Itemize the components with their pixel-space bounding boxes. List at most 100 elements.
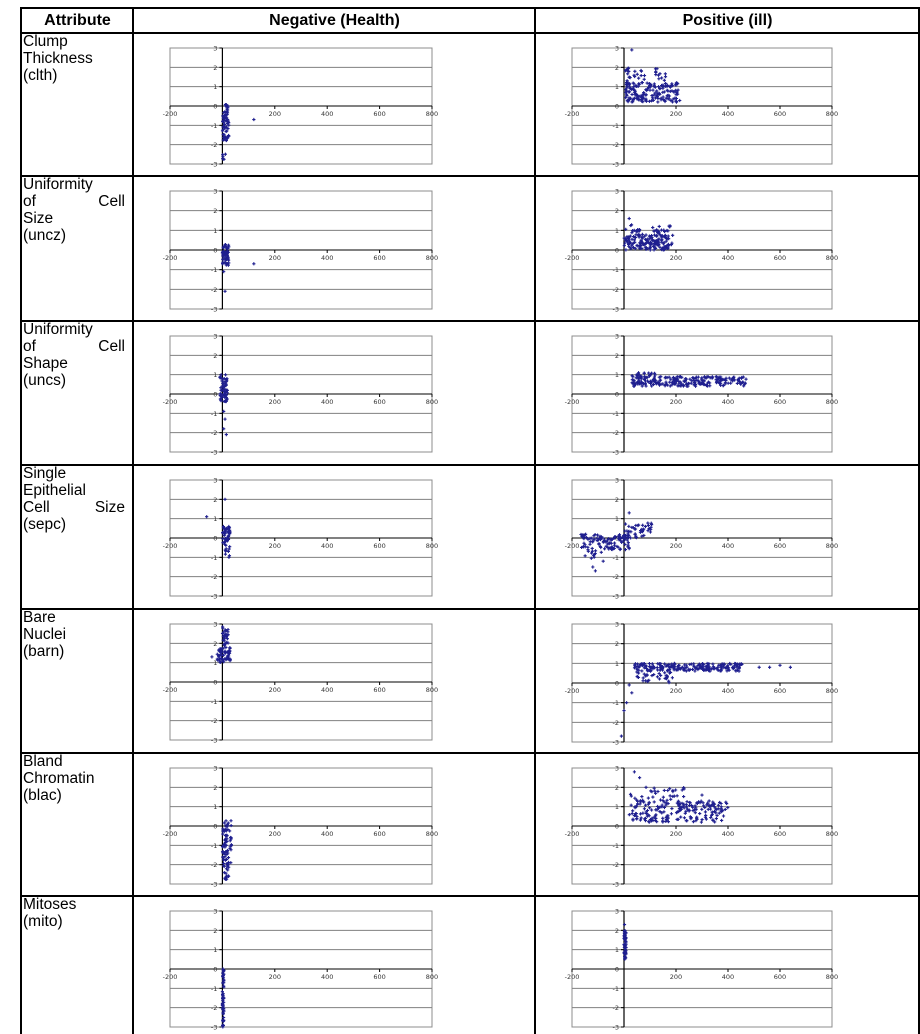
- data-point: [223, 110, 227, 114]
- data-point: [711, 818, 715, 822]
- y-tick-label: 2: [615, 496, 619, 504]
- data-point: [715, 813, 719, 818]
- data-point: [219, 647, 223, 651]
- data-point: [677, 806, 681, 811]
- header-attribute: Attribute: [44, 12, 111, 29]
- data-point: [668, 665, 672, 669]
- data-point: [704, 813, 708, 818]
- x-tick-label: 600: [774, 687, 786, 695]
- data-point: [680, 788, 684, 792]
- data-point: [667, 375, 671, 379]
- data-point: [630, 48, 634, 52]
- data-point: [222, 270, 226, 274]
- data-point: [630, 100, 634, 104]
- y-tick-label: 1: [615, 371, 619, 379]
- data-point: [682, 816, 687, 820]
- x-tick-label: 600: [373, 398, 385, 406]
- data-point: [668, 380, 672, 384]
- data-point: [656, 85, 661, 89]
- data-point: [684, 809, 688, 813]
- data-point: [221, 858, 226, 862]
- data-point: [584, 532, 588, 536]
- data-point: [655, 675, 660, 679]
- data-point: [623, 547, 628, 552]
- data-point: [581, 535, 585, 539]
- data-point: [215, 652, 219, 656]
- attribute-label-line: Thickness: [23, 50, 93, 67]
- data-point: [683, 811, 687, 815]
- y-tick-label: -1: [211, 698, 217, 706]
- data-point: [642, 234, 646, 238]
- data-point: [647, 661, 652, 666]
- data-point: [225, 107, 229, 111]
- data-point: [221, 1025, 225, 1029]
- data-point: [635, 798, 639, 802]
- x-tick-label: 200: [269, 686, 281, 694]
- data-point: [641, 100, 645, 104]
- y-tick-label: 2: [615, 352, 619, 360]
- data-point: [697, 381, 702, 385]
- x-tick-label: 400: [722, 398, 734, 406]
- x-tick-label: -200: [163, 398, 178, 406]
- y-tick-label: 2: [615, 927, 619, 935]
- y-tick-label: 0: [615, 966, 619, 974]
- data-point: [595, 533, 600, 537]
- data-point: [655, 95, 659, 99]
- y-tick-label: 3: [615, 477, 619, 485]
- y-tick-label: 0: [615, 247, 619, 255]
- data-point: [637, 76, 641, 80]
- data-point: [252, 262, 256, 266]
- data-point: [631, 229, 635, 233]
- data-point: [646, 669, 650, 673]
- data-point: [222, 864, 226, 868]
- data-point: [662, 805, 667, 810]
- data-point: [222, 1018, 226, 1022]
- data-point: [634, 811, 638, 816]
- data-point: [706, 801, 710, 805]
- data-point: [675, 99, 679, 104]
- data-point: [633, 662, 638, 666]
- data-point: [646, 796, 650, 800]
- x-tick-label: 800: [426, 254, 438, 262]
- x-tick-label: 200: [670, 973, 682, 981]
- data-point: [224, 874, 229, 878]
- data-point: [695, 801, 700, 806]
- data-point: [694, 819, 698, 823]
- data-point: [685, 807, 690, 811]
- data-point: [699, 799, 703, 803]
- data-point: [649, 525, 653, 529]
- x-tick-label: 600: [373, 830, 385, 838]
- data-point: [700, 376, 704, 380]
- data-point: [228, 545, 232, 549]
- data-point: [220, 844, 225, 849]
- data-point: [652, 371, 657, 375]
- data-point: [625, 68, 629, 73]
- data-point: [644, 663, 648, 668]
- attribute-label: Bare Nuclei (barn): [23, 609, 129, 660]
- data-point: [638, 818, 643, 822]
- data-point: [647, 371, 651, 375]
- data-point: [653, 246, 658, 250]
- y-tick-label: -3: [613, 1024, 619, 1032]
- data-point: [702, 663, 706, 667]
- x-tick-label: 200: [269, 110, 281, 118]
- y-tick-label: 3: [213, 621, 217, 629]
- data-point: [696, 800, 701, 804]
- y-tick-label: 1: [615, 803, 619, 811]
- data-point: [739, 382, 743, 386]
- data-point: [631, 245, 636, 250]
- attribute-label-line: Mitoses: [23, 896, 77, 913]
- data-point: [669, 812, 674, 816]
- data-point: [688, 377, 692, 381]
- data-point: [658, 662, 662, 667]
- data-point: [220, 990, 225, 994]
- data-point: [701, 801, 705, 805]
- scatter-chart-positive: -3 -2 -1 0 1 2 3 -200 200 400 600 800: [565, 188, 839, 314]
- data-point: [653, 791, 658, 795]
- data-point: [658, 87, 662, 91]
- data-point: [663, 72, 667, 76]
- data-point: [626, 543, 630, 547]
- data-point: [664, 664, 668, 668]
- data-point: [633, 532, 637, 536]
